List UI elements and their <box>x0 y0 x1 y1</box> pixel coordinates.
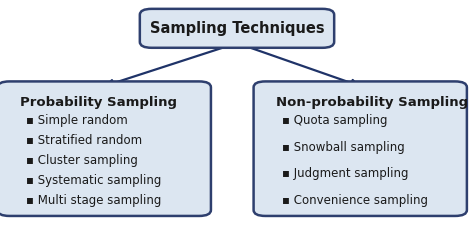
Text: ▪ Snowball sampling: ▪ Snowball sampling <box>282 141 405 154</box>
FancyBboxPatch shape <box>0 81 211 216</box>
Text: ▪ Cluster sampling: ▪ Cluster sampling <box>26 154 138 167</box>
Text: ▪ Systematic sampling: ▪ Systematic sampling <box>26 174 162 187</box>
Text: Non-probability Sampling: Non-probability Sampling <box>276 96 468 109</box>
FancyBboxPatch shape <box>140 9 334 48</box>
FancyBboxPatch shape <box>254 81 467 216</box>
Text: ▪ Multi stage sampling: ▪ Multi stage sampling <box>26 194 162 207</box>
Text: ▪ Stratified random: ▪ Stratified random <box>26 134 142 147</box>
Text: ▪ Judgment sampling: ▪ Judgment sampling <box>282 167 409 180</box>
Text: Sampling Techniques: Sampling Techniques <box>150 21 324 36</box>
Text: Probability Sampling: Probability Sampling <box>20 96 177 109</box>
Text: ▪ Simple random: ▪ Simple random <box>26 114 128 127</box>
Text: ▪ Quota sampling: ▪ Quota sampling <box>282 114 388 127</box>
Text: ▪ Convenience sampling: ▪ Convenience sampling <box>282 194 428 207</box>
